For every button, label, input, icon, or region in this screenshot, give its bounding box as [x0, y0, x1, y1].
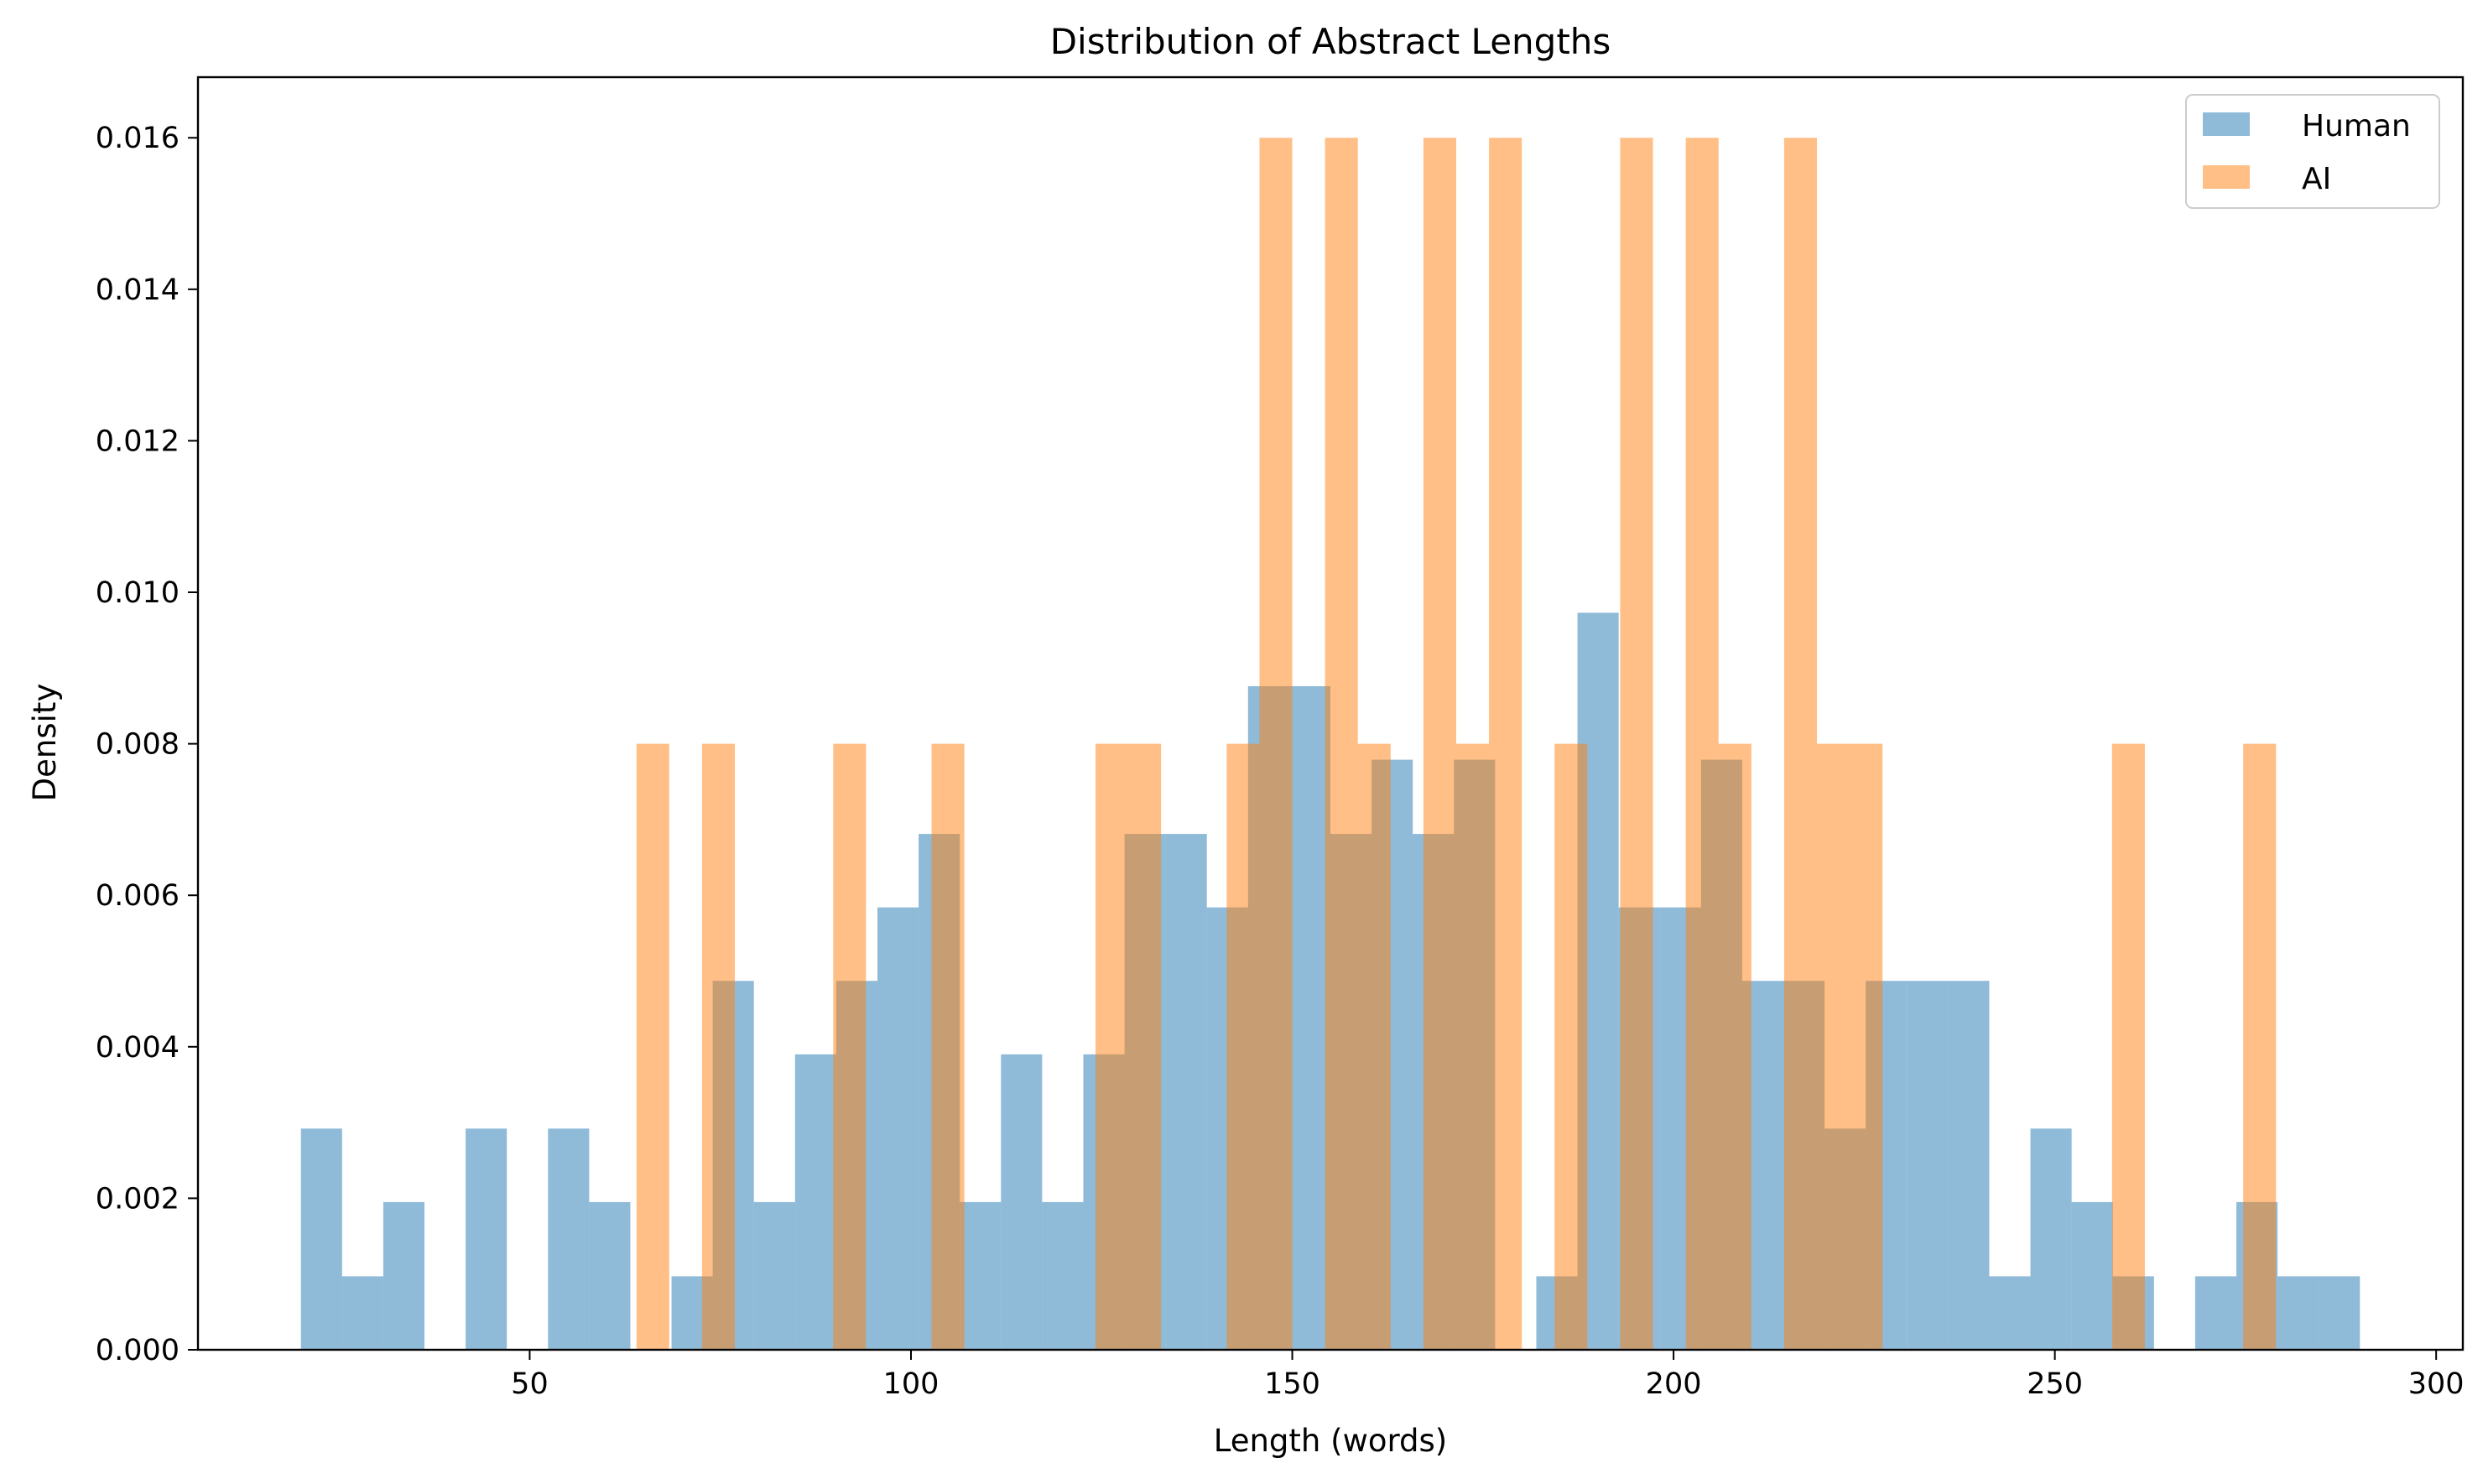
ai-bar: [1489, 138, 1522, 1351]
x-tick-label: 250: [2027, 1367, 2083, 1401]
chart-title: Distribution of Abstract Lengths: [1050, 21, 1611, 62]
y-tick-label: 0.002: [96, 1182, 180, 1216]
ai-bar: [1325, 138, 1358, 1351]
human-bar: [1907, 981, 1949, 1350]
human-bar: [877, 907, 919, 1350]
x-tick-label: 200: [1646, 1367, 1702, 1401]
human-bar: [960, 1201, 1002, 1350]
human-bar: [1042, 1201, 1084, 1350]
ai-bar: [1554, 743, 1588, 1350]
y-tick-label: 0.008: [96, 728, 180, 762]
human-bar: [589, 1201, 631, 1350]
ai-bar: [1226, 743, 1260, 1350]
ai-bar: [636, 743, 669, 1350]
human-bar: [2319, 1276, 2360, 1350]
legend-swatch-ai: [2203, 165, 2250, 189]
ai-bar: [1620, 138, 1653, 1351]
ai-bar: [1685, 138, 1719, 1351]
ai-bar: [1783, 138, 1817, 1351]
y-tick-label: 0.016: [96, 122, 180, 155]
ai-bar: [1128, 743, 1162, 1350]
legend: Human AI: [2185, 94, 2440, 209]
legend-label-ai: AI: [2302, 162, 2331, 196]
x-tick-label: 150: [1264, 1367, 1320, 1401]
ai-bar: [1357, 743, 1391, 1350]
ai-bar: [833, 743, 867, 1350]
human-bar: [1948, 981, 1990, 1350]
human-bar: [1989, 1276, 2031, 1350]
human-bar: [466, 1128, 507, 1350]
ai-bar: [1817, 743, 1850, 1350]
human-bar: [753, 1201, 795, 1350]
x-tick-label: 50: [511, 1367, 549, 1401]
human-bar: [1001, 1054, 1043, 1350]
x-tick-label: 100: [883, 1367, 940, 1401]
x-axis-label: Length (words): [1214, 1423, 1447, 1459]
human-bar: [548, 1128, 590, 1350]
human-bar: [2277, 1276, 2319, 1350]
human-bar: [2071, 1201, 2113, 1350]
y-axis-ticks: 0.000 0.002 0.004 0.006 0.008 0.010 0.012 0.014…: [96, 122, 198, 1367]
x-tick-label: 300: [2408, 1367, 2465, 1401]
bars-layer: [300, 138, 2360, 1351]
ai-bar: [1850, 743, 1883, 1350]
ai-bar: [701, 743, 735, 1350]
human-bar: [2030, 1128, 2072, 1350]
human-bar: [2194, 1276, 2236, 1350]
ai-bar: [1456, 743, 1490, 1350]
y-tick-label: 0.014: [96, 273, 180, 307]
human-bar: [341, 1276, 383, 1350]
legend-label-human: Human: [2302, 109, 2411, 143]
human-bar: [383, 1201, 424, 1350]
ai-bar: [931, 743, 965, 1350]
human-bar: [1165, 834, 1207, 1350]
ai-bar: [1423, 138, 1456, 1351]
human-bar: [794, 1054, 836, 1350]
y-tick-label: 0.000: [96, 1334, 180, 1367]
ai-bar: [1096, 743, 1129, 1350]
y-tick-label: 0.012: [96, 424, 180, 458]
y-tick-label: 0.004: [96, 1031, 180, 1065]
y-tick-label: 0.006: [96, 879, 180, 913]
x-axis-ticks: 50 100 150 200 250 300: [511, 1350, 2465, 1401]
y-tick-label: 0.010: [96, 576, 180, 610]
human-bar: [1288, 685, 1330, 1350]
ai-bar: [1259, 138, 1293, 1351]
legend-swatch-human: [2203, 112, 2250, 136]
ai-bar: [2243, 743, 2277, 1350]
ai-bar: [1718, 743, 1751, 1350]
plot-frame: [196, 76, 2465, 1351]
human-bar: [300, 1128, 342, 1350]
ai-bar: [2111, 743, 2145, 1350]
y-axis-label: Density: [27, 684, 63, 802]
